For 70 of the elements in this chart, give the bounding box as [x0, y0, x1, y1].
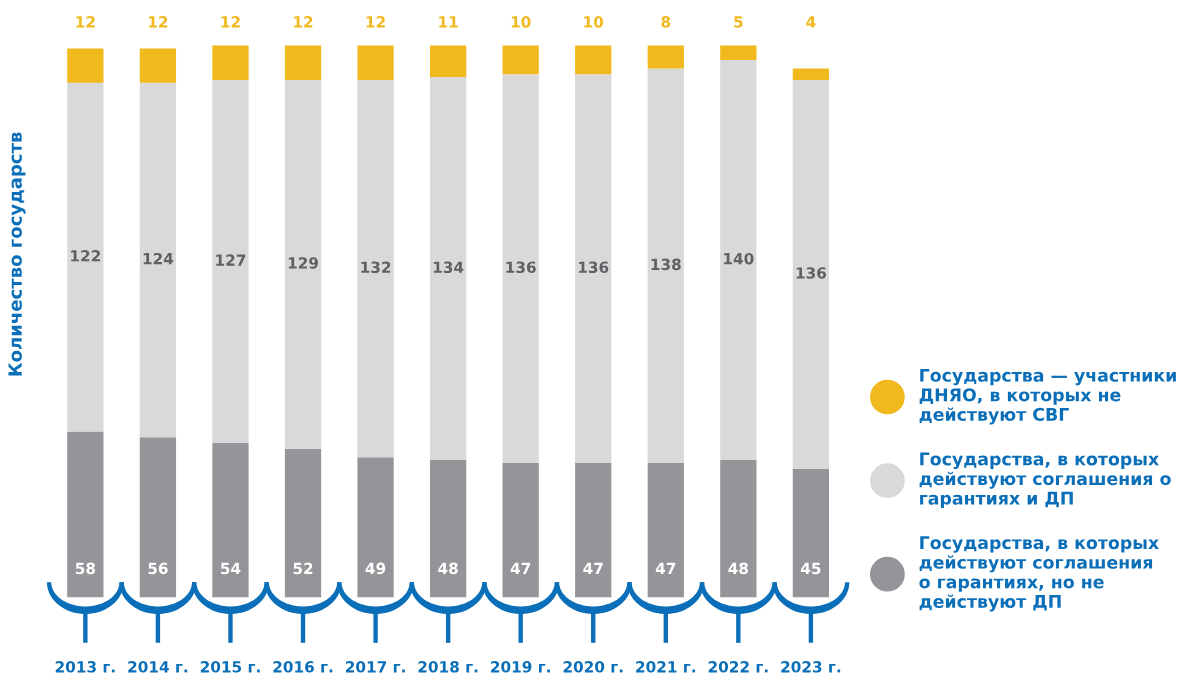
bar: [575, 45, 612, 75]
data-label: 49: [365, 562, 386, 575]
data-label: 136: [506, 261, 536, 274]
data-label: 138: [651, 258, 681, 271]
data-label: 132: [361, 261, 391, 274]
bar: [720, 59, 757, 461]
data-label: 54: [221, 562, 241, 575]
bar: [284, 79, 322, 449]
x-tick-label: 2022 г.: [708, 661, 768, 673]
data-label: 140: [724, 252, 754, 265]
bar: [67, 82, 104, 432]
x-tick-label: 2021 г.: [636, 661, 696, 673]
data-label: 58: [75, 562, 96, 575]
bar: [720, 45, 757, 60]
data-label: 5: [734, 16, 743, 28]
data-label: 10: [584, 16, 604, 28]
data-label: 48: [728, 562, 749, 575]
data-label: 12: [366, 16, 385, 28]
data-label: 47: [510, 562, 531, 574]
x-tick-label: 2017 г.: [345, 661, 405, 673]
data-label: 136: [579, 261, 609, 274]
bar: [139, 82, 177, 438]
data-label: 12: [221, 16, 240, 28]
x-tick-label: 2018 г.: [418, 661, 478, 673]
y-axis-title: Количество государств: [8, 132, 26, 376]
data-label: 134: [433, 261, 464, 274]
data-label: 56: [148, 562, 168, 575]
bar: [792, 68, 830, 80]
bar: [357, 79, 394, 458]
bar: [792, 79, 830, 469]
data-label: 8: [661, 16, 671, 28]
bar: [212, 79, 249, 443]
bar: [429, 77, 467, 461]
data-label: 45: [800, 562, 821, 575]
data-label: 10: [511, 16, 531, 28]
bar: [284, 45, 322, 80]
data-label: 52: [293, 562, 313, 575]
bar: [502, 74, 539, 463]
data-label: 4: [806, 16, 816, 28]
x-tick-label: 2019 г.: [491, 661, 550, 673]
x-tick-label: 2014 г.: [128, 661, 188, 673]
data-label: 124: [143, 252, 174, 265]
bar: [647, 68, 684, 463]
bar: [67, 48, 104, 83]
bar: [502, 45, 539, 75]
data-label: 129: [288, 257, 318, 269]
x-tick-label: 2023 г.: [781, 661, 841, 673]
x-tick-label: 2013 г.: [55, 661, 115, 673]
data-label: 122: [71, 250, 100, 262]
data-label: 12: [294, 16, 313, 28]
bar: [212, 45, 249, 80]
bar: [647, 45, 684, 69]
legend-label: Государства, в которых действуют соглашения о гарантиях, но не действуют ДП: [919, 536, 1159, 612]
bar: [139, 48, 177, 83]
legend-label: Государства, в которых действуют соглашения о гарантиях и ДП: [919, 452, 1171, 509]
data-label: 47: [583, 562, 603, 574]
bar: [429, 45, 467, 78]
data-label: 48: [438, 562, 458, 575]
bar: [575, 74, 612, 463]
data-label: 12: [76, 16, 95, 28]
data-label: 47: [655, 562, 676, 574]
x-tick-label: 2020 г.: [563, 661, 623, 673]
data-label: 127: [216, 254, 246, 266]
data-label: 11: [439, 16, 458, 28]
bar: [357, 45, 394, 80]
x-tick-label: 2015 г.: [200, 661, 260, 673]
legend-label: Государства — участники ДНЯО, в которых не действуют СВГ: [919, 368, 1176, 425]
data-label: 12: [149, 16, 168, 28]
data-label: 136: [796, 267, 827, 279]
x-tick-label: 2016 г.: [273, 661, 333, 673]
